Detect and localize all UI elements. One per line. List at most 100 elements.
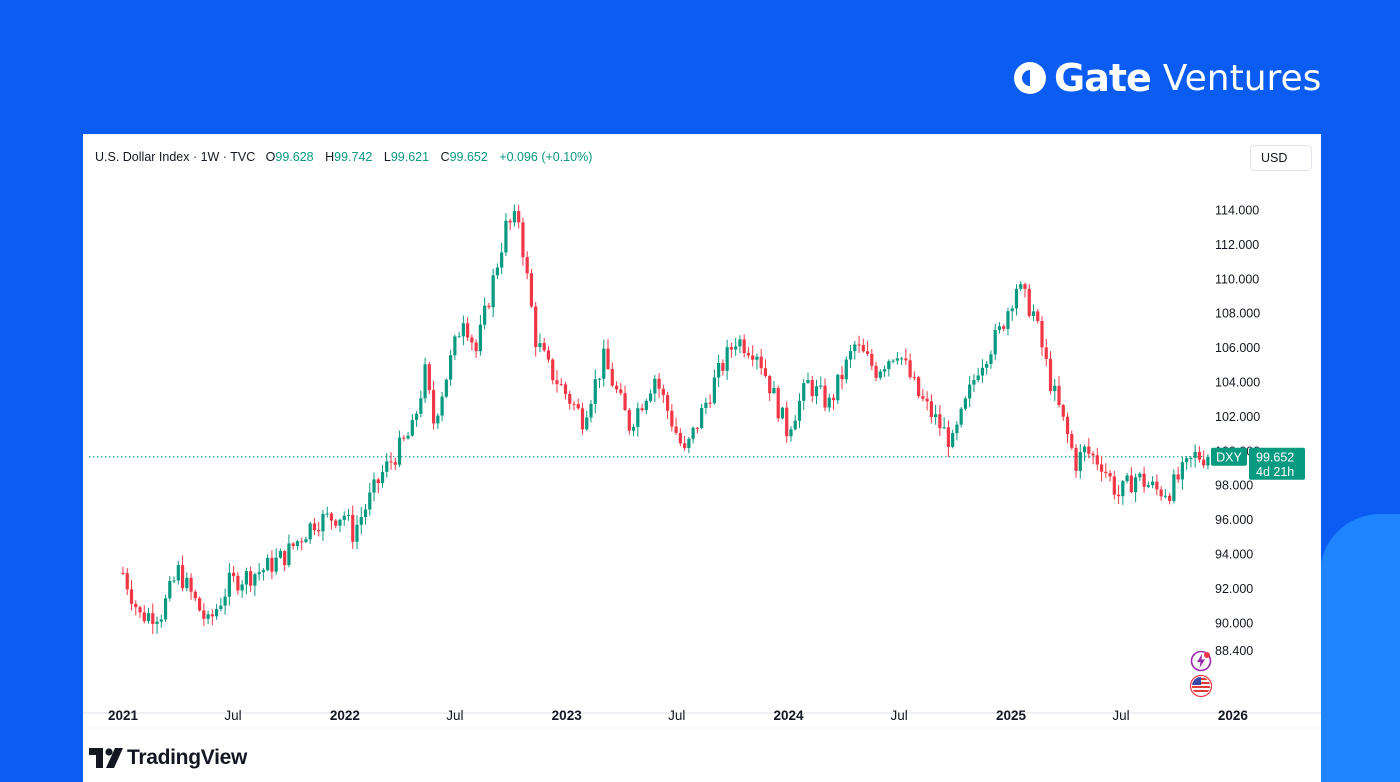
y-tick-label: 96.000 — [1215, 513, 1253, 527]
candle-body — [1138, 473, 1142, 478]
candle-body — [449, 355, 453, 380]
close-value: 99.652 — [449, 150, 488, 164]
candle-body — [1206, 456, 1210, 466]
candle-body — [627, 410, 631, 431]
candle-body — [487, 305, 491, 308]
candle-body — [657, 378, 661, 389]
candle-body — [848, 351, 853, 360]
candle-body — [1108, 473, 1112, 477]
tradingview-logo-icon — [89, 748, 123, 768]
change-value: +0.096 (+0.10%) — [499, 150, 593, 164]
candle-body — [129, 589, 134, 604]
us-flag-icon[interactable] — [1189, 674, 1213, 698]
candle-body — [257, 572, 261, 575]
price-chart[interactable]: 114.000 112.000 110.000 108.000 106.000 104.0… — [83, 134, 1321, 782]
candle-body — [342, 515, 346, 520]
candle-body — [1053, 385, 1057, 391]
tradingview-logo[interactable]: TradingView — [89, 746, 247, 770]
candle-body — [1082, 446, 1087, 453]
candle-body — [1163, 495, 1167, 497]
candle-body — [151, 613, 155, 624]
candle-body — [1202, 459, 1206, 466]
candle-body — [751, 355, 755, 360]
candle-body — [700, 407, 704, 429]
candle-body — [878, 371, 882, 378]
candle-body — [227, 572, 231, 597]
candle-body — [1002, 326, 1006, 329]
candle-body — [155, 621, 159, 624]
candle-body — [683, 443, 687, 448]
x-tick-label: 2023 — [552, 708, 583, 723]
candle-body — [249, 571, 253, 586]
candle-body — [874, 365, 878, 378]
candle-body — [742, 339, 746, 353]
x-tick-label: 2022 — [330, 708, 360, 723]
candle-body — [355, 524, 359, 542]
candle-body — [1172, 474, 1176, 501]
candle-body — [508, 220, 512, 223]
candle-body — [142, 612, 146, 622]
candle-body — [436, 415, 440, 424]
candle-body — [1121, 481, 1125, 497]
candle-body — [321, 514, 325, 532]
candle-body — [295, 541, 300, 547]
low-value: 99.621 — [390, 150, 430, 164]
candle-body — [202, 610, 206, 619]
candle-body — [691, 427, 695, 439]
candle-body — [529, 273, 534, 307]
candle-body — [925, 398, 929, 402]
candle-body — [785, 407, 789, 437]
y-tick-label: 106.000 — [1215, 341, 1260, 355]
candle-body — [193, 591, 197, 599]
candle-body — [1146, 485, 1150, 487]
candle-body — [372, 479, 376, 493]
currency-button[interactable]: USD — [1250, 145, 1312, 171]
candle-body — [1185, 458, 1189, 463]
candle-body — [891, 360, 895, 362]
candle-body — [431, 390, 436, 424]
candle-body — [623, 393, 627, 411]
candle-body — [865, 351, 870, 354]
y-tick-label: 110.000 — [1215, 272, 1259, 286]
candle-body — [1180, 462, 1185, 480]
tradingview-logo-text: TradingView — [127, 746, 248, 769]
candle-body — [678, 433, 682, 444]
candle-body — [589, 403, 593, 418]
candle-body — [631, 426, 636, 431]
x-tick-label: Jul — [224, 708, 241, 723]
candle-body — [721, 362, 725, 371]
candle-body — [1070, 434, 1074, 448]
candle-body — [861, 345, 865, 352]
candle-body — [1087, 446, 1091, 454]
candle-body — [1151, 481, 1155, 486]
candle-body — [261, 570, 266, 573]
background-decoration — [1320, 514, 1400, 782]
candle-body — [648, 393, 653, 401]
candle-body — [406, 435, 410, 439]
candle-body — [772, 388, 776, 394]
candle-body — [997, 326, 1002, 331]
gate-logo-icon — [1014, 62, 1046, 94]
candle-body — [797, 400, 802, 421]
symbol-tag — [1211, 447, 1247, 466]
candle-body — [538, 343, 542, 348]
candle-body — [172, 580, 176, 582]
candle-body — [717, 362, 721, 378]
candle-body — [197, 598, 202, 611]
candle-body — [189, 577, 193, 592]
candle-body — [908, 360, 912, 378]
candle-body — [274, 557, 278, 572]
candle-body — [1014, 288, 1019, 309]
candle-body — [334, 520, 338, 526]
candle-body — [1074, 447, 1078, 471]
lightning-event-icon[interactable] — [1190, 650, 1212, 672]
x-tick-label: 2024 — [774, 708, 805, 723]
candle-body — [968, 384, 972, 399]
candle-body — [121, 572, 125, 574]
x-tick-label: Jul — [1112, 708, 1129, 723]
candle-body — [985, 363, 989, 368]
candle-body — [1189, 457, 1193, 459]
candle-body — [176, 565, 180, 581]
candle-body — [610, 368, 614, 386]
candle-body — [840, 374, 844, 380]
